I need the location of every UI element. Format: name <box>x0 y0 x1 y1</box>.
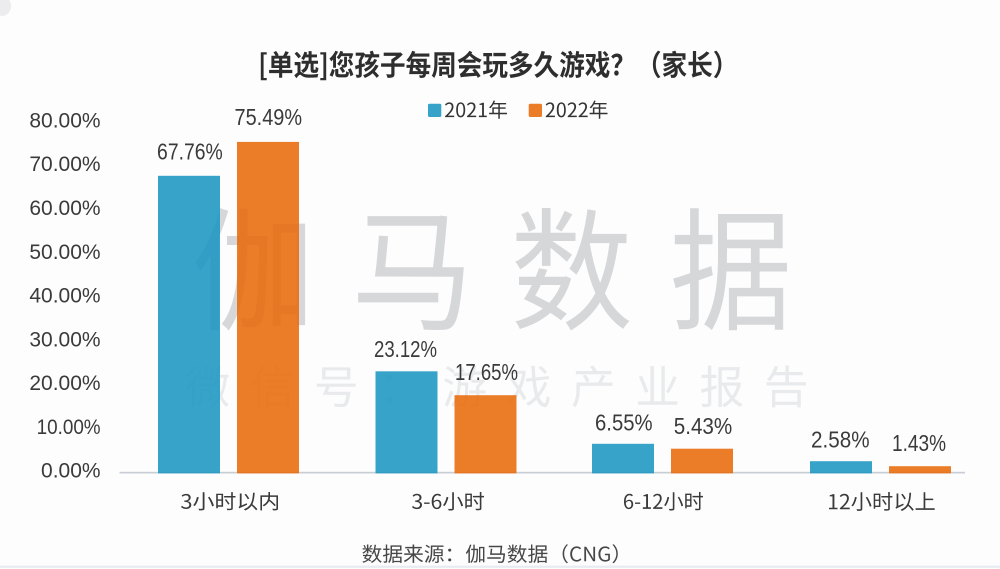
svg-text:23.12%: 23.12% <box>374 336 437 362</box>
svg-text:17.65%: 17.65% <box>455 359 518 385</box>
svg-text:75.49%: 75.49% <box>235 104 303 130</box>
svg-text:20.00%: 20.00% <box>29 372 100 395</box>
svg-text:1.43%: 1.43% <box>892 430 946 456</box>
svg-text:6.55%: 6.55% <box>595 409 653 435</box>
svg-text:30.00%: 30.00% <box>29 328 100 351</box>
svg-text:70.00%: 70.00% <box>29 153 100 176</box>
svg-text:40.00%: 40.00% <box>29 285 100 308</box>
svg-text:80.00%: 80.00% <box>29 109 100 132</box>
svg-text:67.76%: 67.76% <box>157 138 223 164</box>
svg-text:0.00%: 0.00% <box>41 460 101 483</box>
svg-text:60.00%: 60.00% <box>29 197 100 220</box>
svg-text:5.43%: 5.43% <box>674 413 733 439</box>
svg-text:10.00%: 10.00% <box>37 416 101 439</box>
svg-text:2.58%: 2.58% <box>811 427 870 453</box>
svg-text:50.00%: 50.00% <box>29 241 100 264</box>
